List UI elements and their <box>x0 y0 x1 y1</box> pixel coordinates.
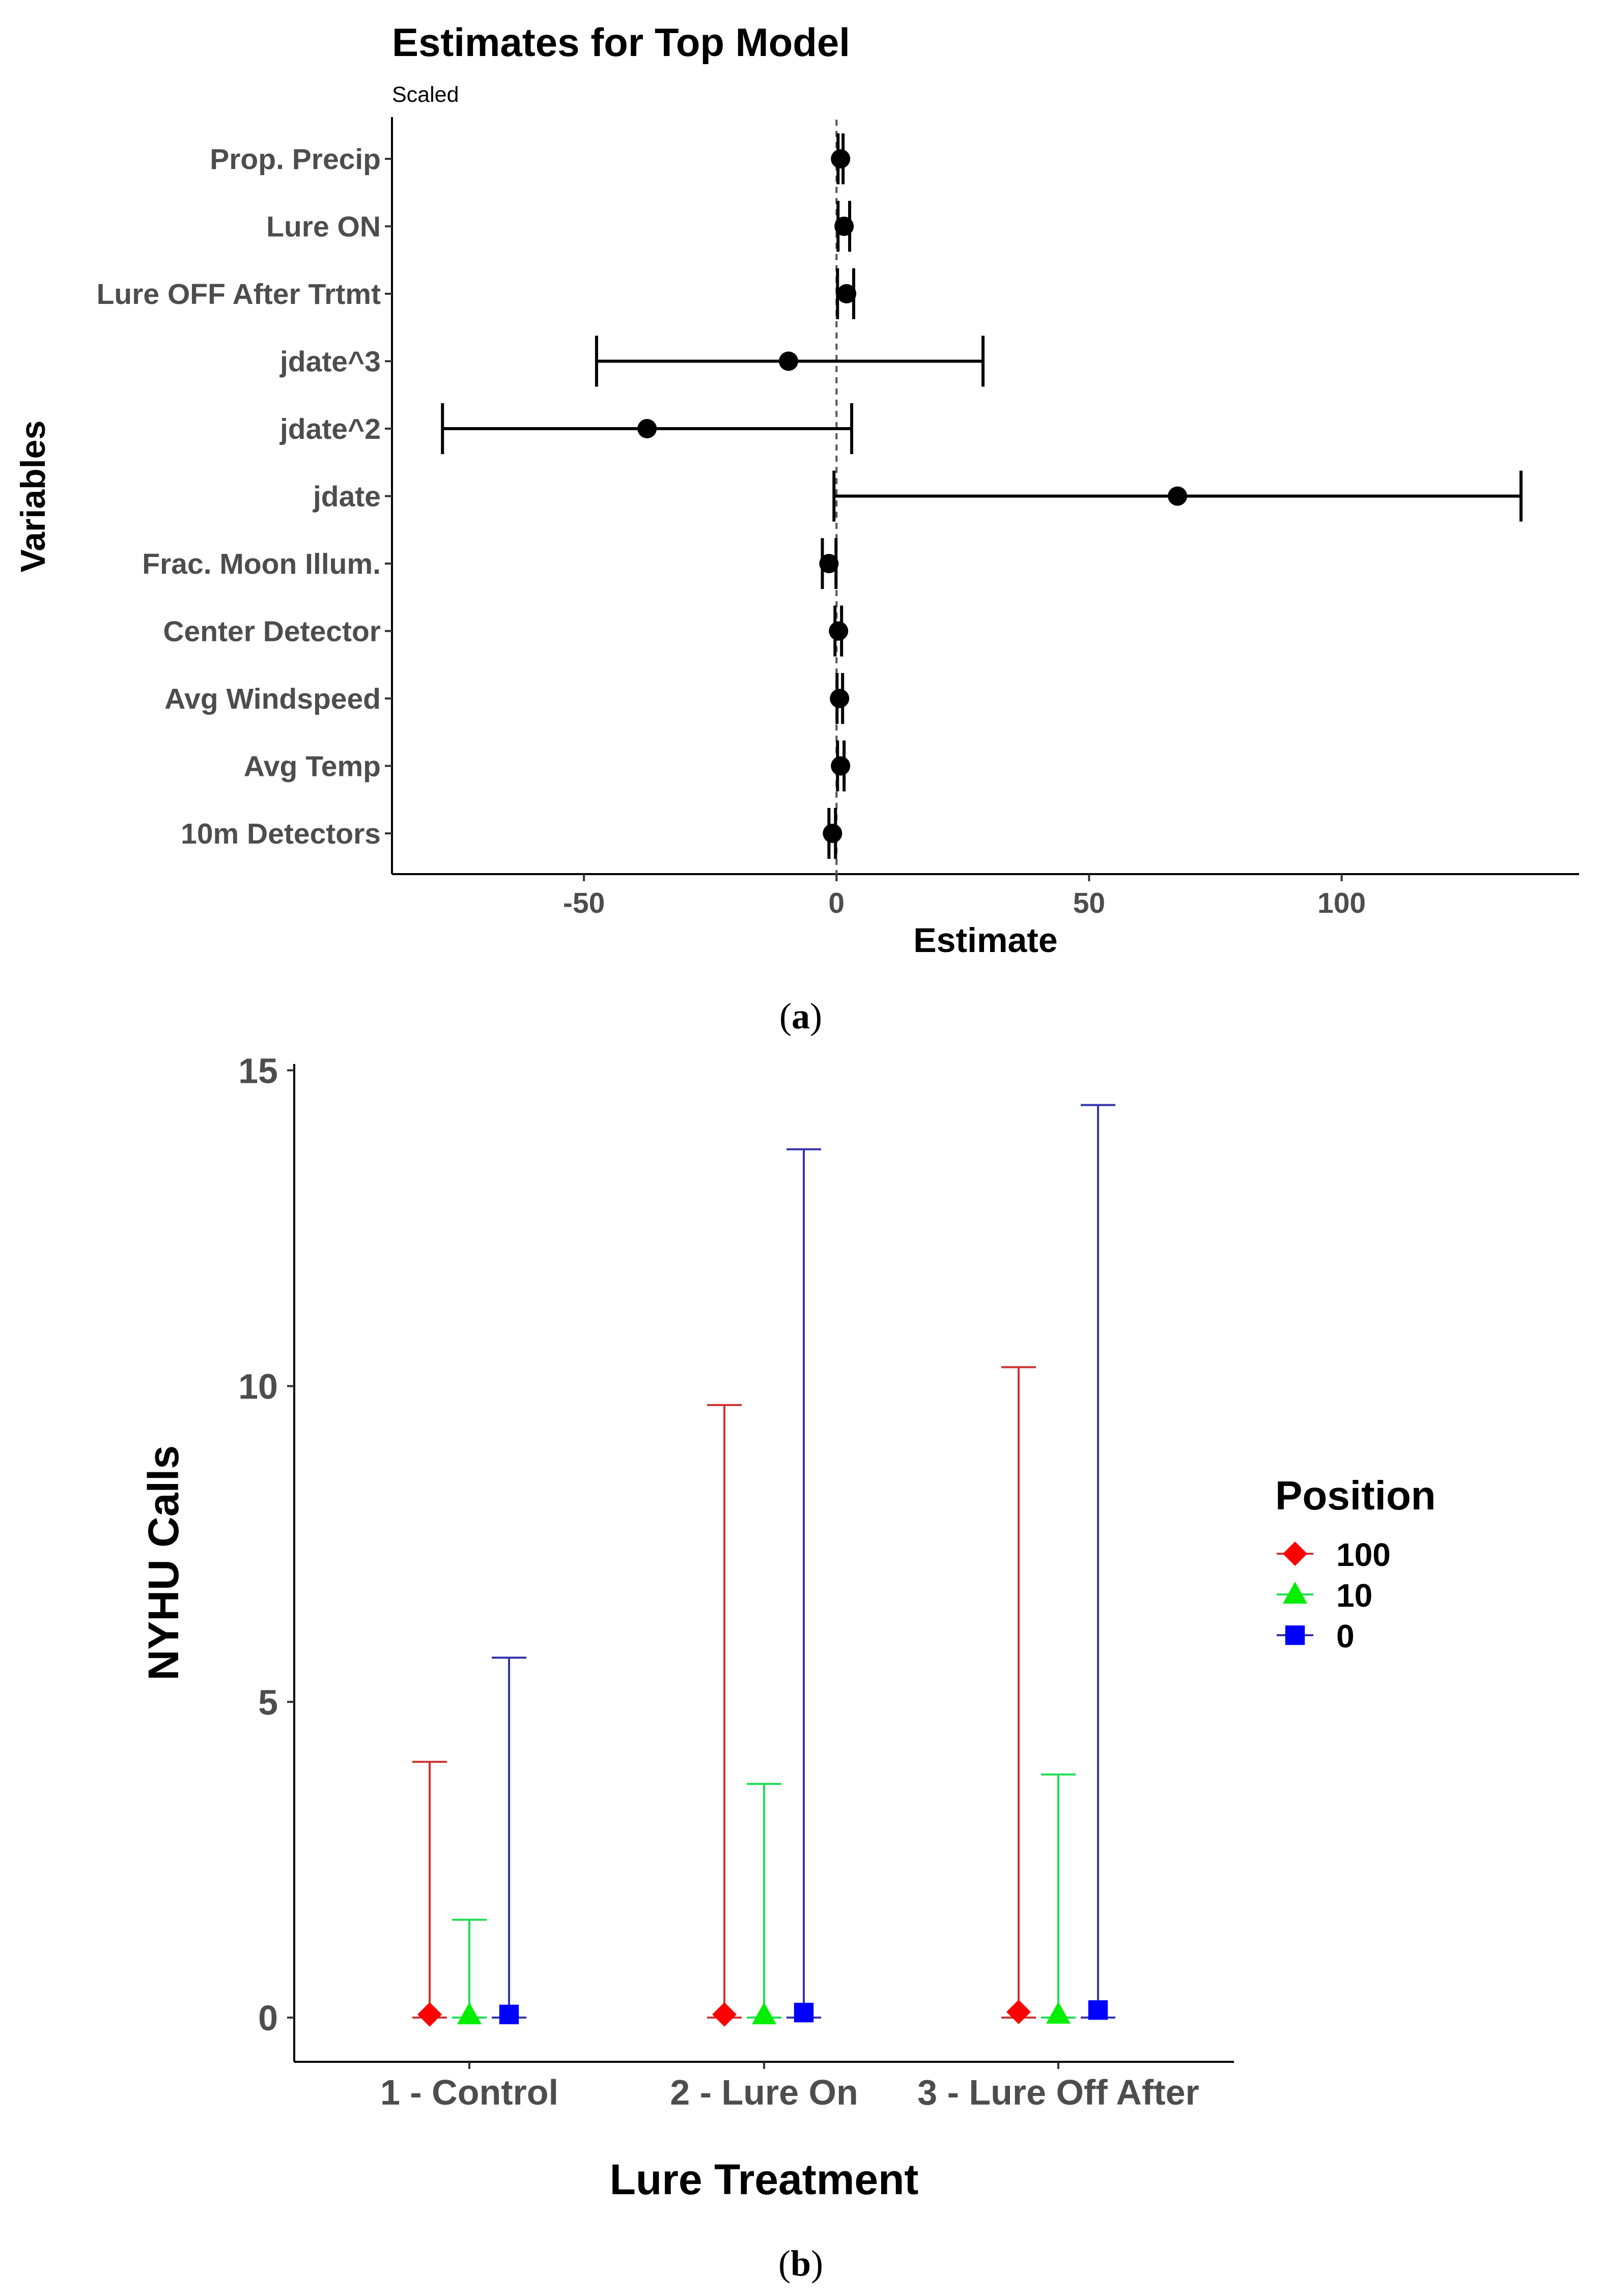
y-tick-label: 15 <box>238 1051 278 1090</box>
estimate-point <box>778 351 798 371</box>
y-tick-label: jdate <box>313 481 381 513</box>
x-tick-label: -50 <box>563 887 605 919</box>
diamond-marker <box>712 2002 737 2027</box>
panel-b-series <box>412 1104 1115 2027</box>
panel-a-y-tick-labels: Prop. Precip Lure ON Lure OFF After Trtmt j… <box>97 143 392 850</box>
estimate-point <box>829 621 849 641</box>
y-tick-label: 0 <box>258 1998 278 2038</box>
estimate-point <box>819 554 839 573</box>
estimate-row <box>829 605 849 657</box>
estimate-point <box>831 149 851 169</box>
square-marker <box>499 2004 519 2025</box>
y-tick-label: 10m Detectors <box>181 818 381 850</box>
panel-b-errorbar-plot: 0 5 10 15 1 - Control 2 - Lure On 3 - Lure Of… <box>139 1051 1436 2284</box>
diamond-marker <box>417 2002 442 2027</box>
series-10 <box>452 1773 1076 2025</box>
x-tick-label: 2 - Lure On <box>670 2073 858 2112</box>
estimate-point <box>637 419 657 438</box>
y-tick-label: Lure OFF After Trtmt <box>97 278 381 311</box>
series-0 <box>492 1104 1115 2025</box>
estimate-point <box>830 689 850 708</box>
estimate-row <box>836 268 857 319</box>
triangle-marker <box>1046 2001 1071 2024</box>
x-tick-label: 100 <box>1317 887 1366 919</box>
panel-a-forest-plot: Estimates for Top Model Scaled Prop. Pre… <box>14 20 1579 1037</box>
diamond-marker <box>1006 2000 1031 2024</box>
panel-b-y-axis-label: NYHU Calls <box>139 1445 187 1681</box>
estimate-row <box>819 538 839 589</box>
y-tick-label: jdate^2 <box>279 413 381 445</box>
legend-item-label: 100 <box>1336 1536 1391 1573</box>
y-tick-label: Lure ON <box>266 211 381 243</box>
estimate-row <box>831 133 851 184</box>
estimate-point <box>831 756 851 776</box>
y-tick-label: Center Detector <box>163 615 381 648</box>
estimate-point <box>834 216 854 236</box>
estimate-row <box>441 403 854 454</box>
y-tick-label: Avg Temp <box>244 750 381 783</box>
estimate-point <box>823 824 842 843</box>
panel-b-y-tick-labels: 0 5 10 15 <box>238 1051 294 2038</box>
square-marker <box>794 2003 814 2023</box>
series-100 <box>412 1366 1036 2027</box>
panel-b-caption: (b) <box>778 2243 823 2284</box>
legend-item-label: 0 <box>1336 1618 1355 1655</box>
legend-item-label: 10 <box>1336 1577 1372 1614</box>
panel-b-x-axis-label: Lure Treatment <box>610 2155 919 2203</box>
panel-a-x-axis-label: Estimate <box>913 921 1057 960</box>
estimate-point <box>837 284 857 303</box>
estimate-row <box>830 673 850 724</box>
y-tick-label: Frac. Moon Illum. <box>142 548 381 580</box>
x-tick-label: 1 - Control <box>380 2073 558 2112</box>
y-tick-label: jdate^3 <box>279 346 381 378</box>
panel-b-x-tick-labels: 1 - Control 2 - Lure On 3 - Lure Off After <box>380 2062 1199 2112</box>
panel-a-subtitle: Scaled <box>392 82 459 107</box>
y-tick-label: 5 <box>258 1683 278 1722</box>
estimate-row <box>823 808 842 859</box>
square-marker <box>1285 1625 1305 1645</box>
panel-a-estimates <box>441 133 1523 859</box>
estimate-row <box>831 740 851 792</box>
x-tick-label: 3 - Lure Off After <box>917 2073 1199 2112</box>
triangle-marker <box>457 2002 482 2025</box>
y-tick-label: Avg Windspeed <box>164 683 381 715</box>
legend-title: Position <box>1275 1473 1436 1518</box>
x-tick-label: 0 <box>828 887 845 919</box>
panel-a-title: Estimates for Top Model <box>392 20 850 65</box>
square-marker <box>1088 2000 1108 2020</box>
y-tick-label: Prop. Precip <box>210 143 381 176</box>
estimate-row <box>834 201 854 252</box>
estimate-row <box>595 335 985 387</box>
panel-a-caption: (a) <box>779 996 822 1037</box>
panel-a-x-tick-labels: -50 0 50 100 <box>563 874 1366 919</box>
triangle-marker <box>1283 1581 1307 1604</box>
estimate-point <box>1168 486 1188 506</box>
panel-a-y-axis-label: Variables <box>14 421 52 573</box>
diamond-marker <box>1283 1542 1307 1566</box>
estimate-row <box>832 470 1523 522</box>
triangle-marker <box>752 2002 776 2025</box>
x-tick-label: 50 <box>1073 887 1105 919</box>
y-tick-label: 10 <box>238 1367 278 1407</box>
